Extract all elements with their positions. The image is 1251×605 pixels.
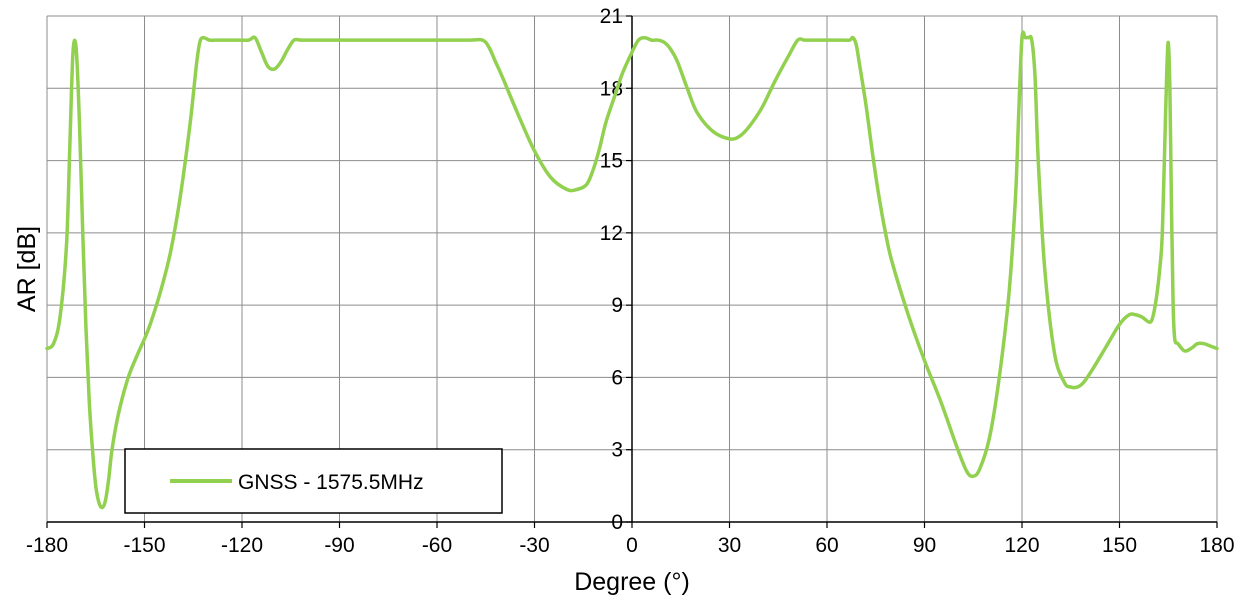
x-tick-label: 90 xyxy=(913,534,936,557)
x-tick-label: -90 xyxy=(324,534,354,557)
x-tick-label: -30 xyxy=(519,534,549,557)
y-tick-labels: 0 3 6 9 12 15 18 21 xyxy=(600,5,623,534)
legend-label: GNSS - 1575.5MHz xyxy=(238,471,424,494)
series-line xyxy=(45,30,1219,510)
y-axis-title: AR [dB] xyxy=(13,226,41,312)
y-tick-label: 6 xyxy=(611,366,623,389)
y-tick-label: 18 xyxy=(600,77,623,100)
x-tick-label: -180 xyxy=(26,534,68,557)
x-tick-labels: -180 -150 -120 -90 -60 -30 0 30 60 90 120 150 180 xyxy=(26,534,1235,557)
y-tick-label: 21 xyxy=(600,5,623,28)
vertical-gridlines xyxy=(46,16,1218,522)
x-tick-label: 60 xyxy=(815,534,838,557)
y-tick-label: 3 xyxy=(611,439,623,462)
y-tick-label: 12 xyxy=(600,222,623,245)
y-tick-label: 15 xyxy=(600,150,623,173)
x-tick-label: 120 xyxy=(1004,534,1039,557)
y-tick-label: 9 xyxy=(611,294,623,317)
legend: GNSS - 1575.5MHz xyxy=(124,448,503,514)
x-tick-label: 0 xyxy=(626,534,638,557)
x-tick-label: 150 xyxy=(1102,534,1137,557)
x-tick-label: 30 xyxy=(718,534,741,557)
y-tick-label: 0 xyxy=(611,511,623,534)
x-tick-label: -150 xyxy=(123,534,165,557)
axes xyxy=(46,15,1218,528)
x-axis-title: Degree (°) xyxy=(574,568,690,596)
series-layer xyxy=(45,30,1219,510)
x-tick-label: -120 xyxy=(221,534,263,557)
x-tick-label: -60 xyxy=(422,534,452,557)
x-tick-label: 180 xyxy=(1199,534,1234,557)
